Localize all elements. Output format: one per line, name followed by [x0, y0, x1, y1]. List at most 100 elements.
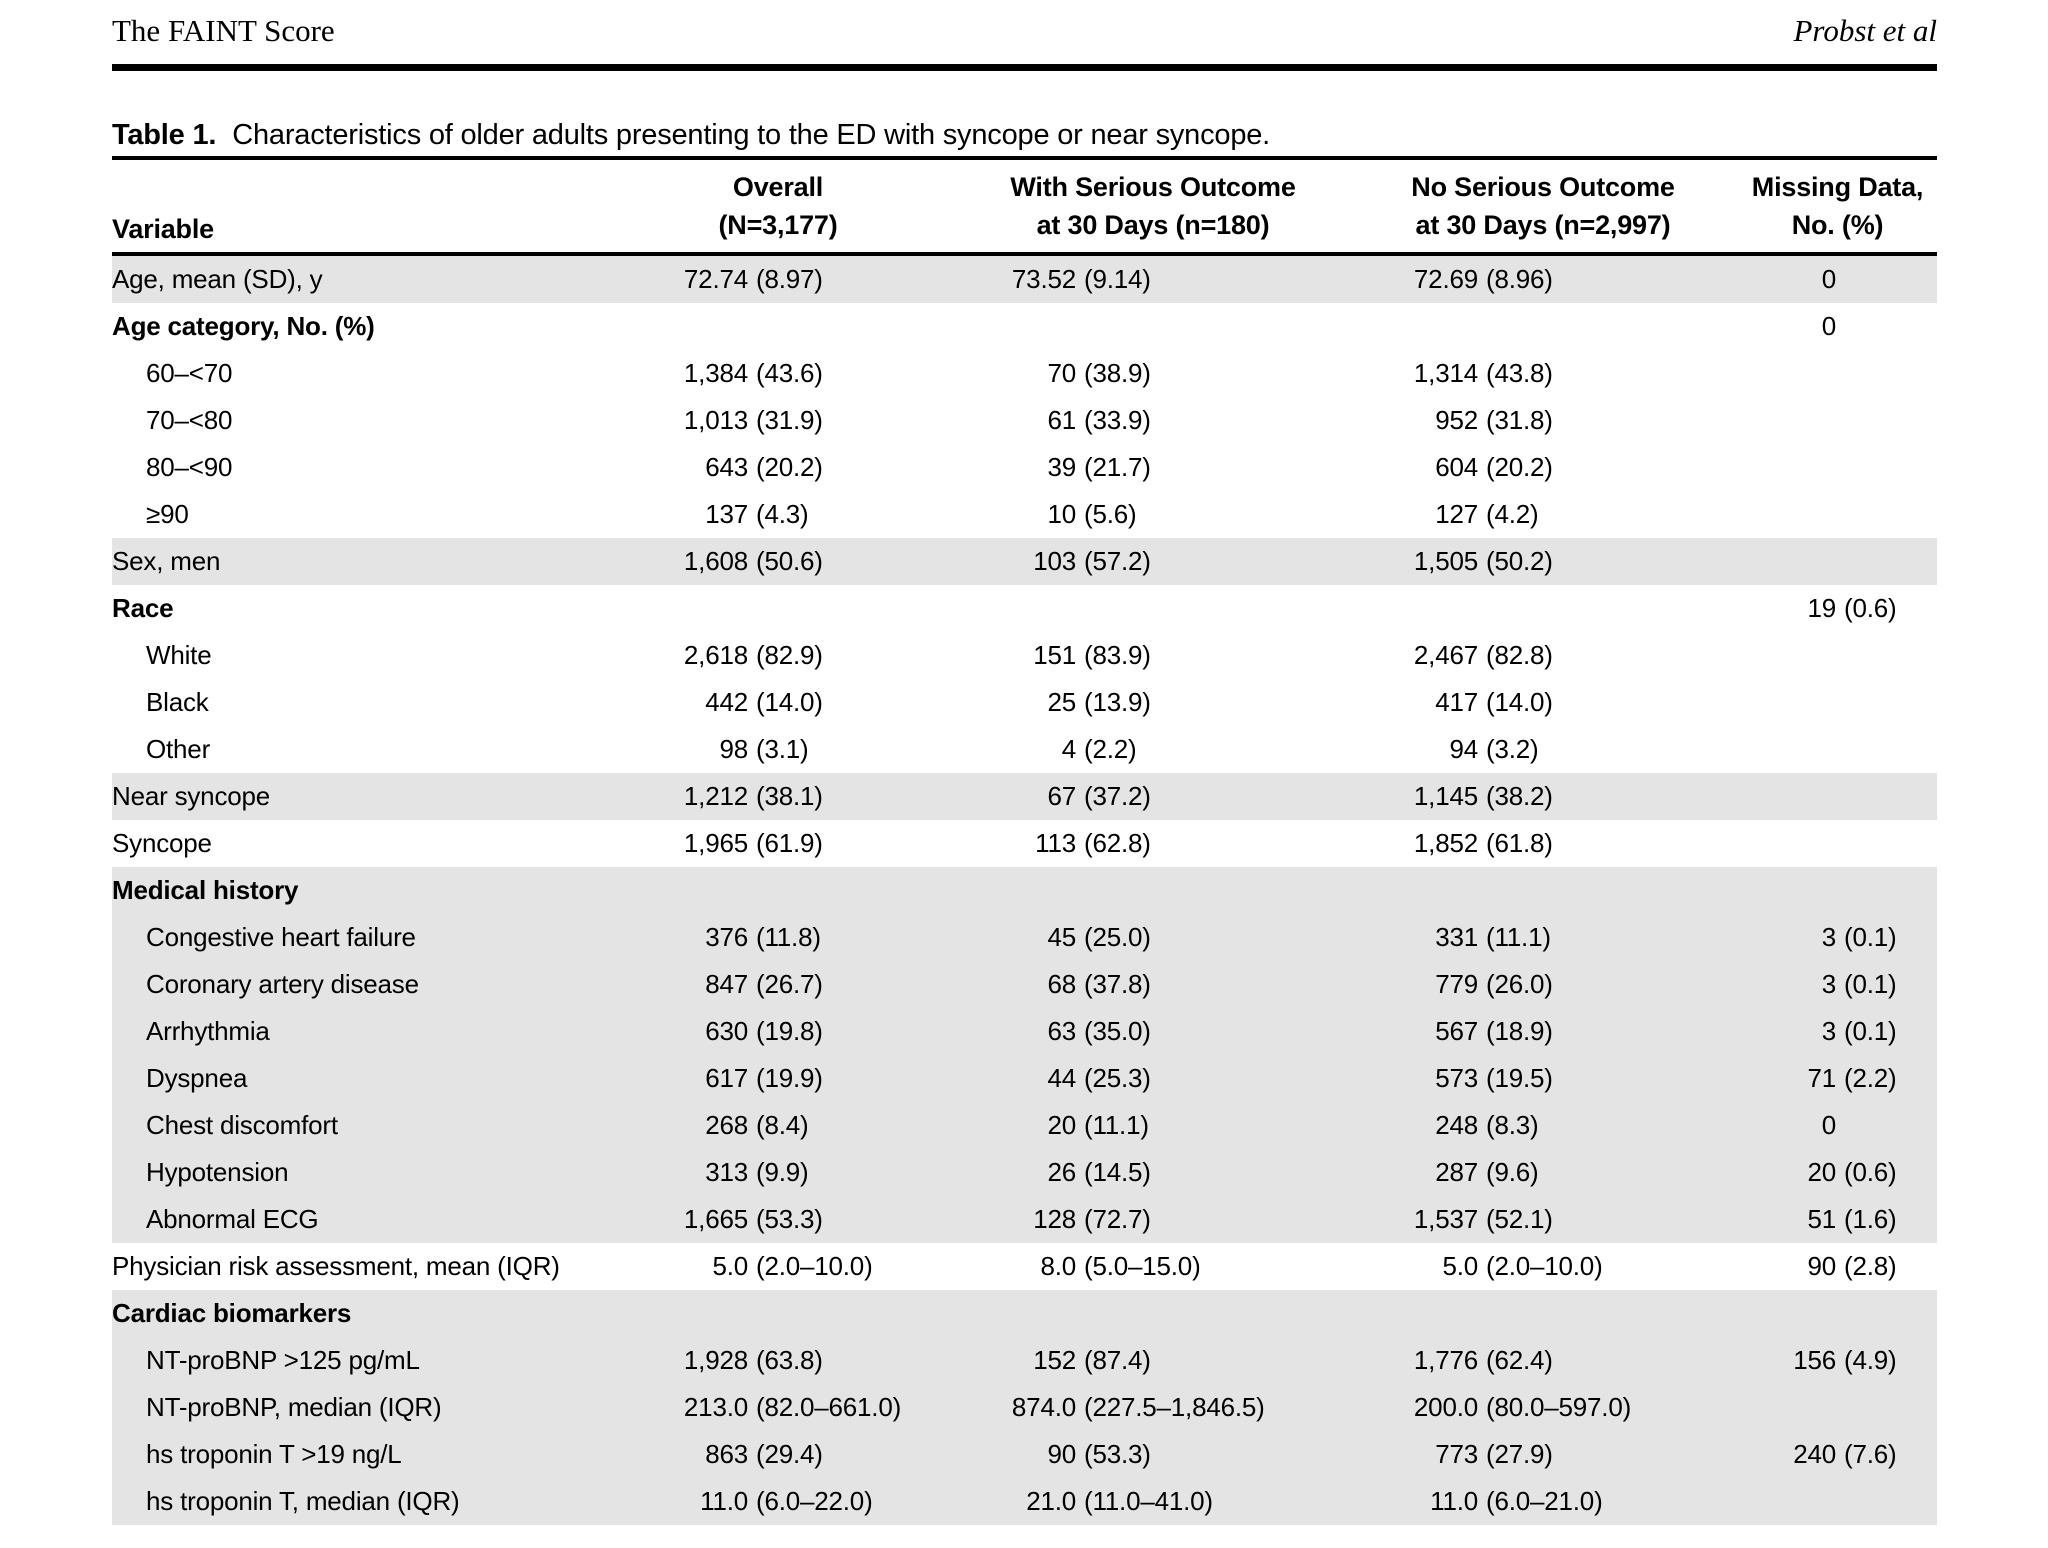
data-cell: 128 (72.7) — [958, 1196, 1348, 1243]
cell-number: 248 — [1435, 1110, 1478, 1140]
data-cell: 630 (19.8) — [598, 1008, 958, 1055]
data-cell: 1,145 (38.2) — [1348, 773, 1738, 820]
cell-number: 1,013 — [683, 405, 748, 435]
data-cell: 8.0 (5.0–15.0) — [958, 1243, 1348, 1290]
cell-parenthetical: (2.0–10.0) — [1486, 1251, 1603, 1281]
cell-number: 779 — [1435, 969, 1478, 999]
data-cell: 68 (37.8) — [958, 961, 1348, 1008]
cell-parenthetical: (11.8) — [756, 922, 821, 952]
data-cell: 200.0 (80.0–597.0) — [1348, 1384, 1738, 1431]
row-label: NT-proBNP, median (IQR) — [146, 1392, 442, 1422]
cell-number: 72.74 — [683, 264, 748, 294]
cell-parenthetical: (6.0–22.0) — [756, 1486, 873, 1516]
data-cell: 268 (8.4) — [598, 1102, 958, 1149]
row-label: hs troponin T >19 ng/L — [146, 1439, 402, 1469]
cell-parenthetical: (14.0) — [756, 687, 823, 717]
data-cell: 156 (4.9) — [1738, 1337, 1937, 1384]
data-cell: 567 (18.9) — [1348, 1008, 1738, 1055]
cell-parenthetical: (6.0–21.0) — [1486, 1486, 1603, 1516]
table-row: Medical history — [112, 867, 1937, 914]
page-content: The FAINT Score Probst et al Table 1. Cha… — [112, 0, 1937, 1525]
cell-number: 952 — [1435, 405, 1478, 435]
cell-parenthetical: (35.0) — [1084, 1016, 1151, 1046]
data-cell: 90 (2.8) — [1738, 1243, 1937, 1290]
cell-number: 287 — [1435, 1157, 1478, 1187]
data-cell — [958, 585, 1348, 632]
cell-number: 1,314 — [1413, 358, 1478, 388]
cell-parenthetical: (53.3) — [756, 1204, 823, 1234]
cell-number: 200.0 — [1413, 1392, 1478, 1422]
data-cell — [598, 867, 958, 914]
cell-parenthetical: (227.5–1,846.5) — [1084, 1392, 1265, 1422]
data-cell: 847 (26.7) — [598, 961, 958, 1008]
cell-parenthetical: (38.1) — [756, 781, 823, 811]
cell-parenthetical: (2.8) — [1844, 1251, 1897, 1281]
column-header-serious-outcome-line1: With Serious Outcome — [1010, 172, 1296, 202]
cell-number: 19 — [1807, 593, 1836, 623]
data-cell: 26 (14.5) — [958, 1149, 1348, 1196]
data-cell: 3 (0.1) — [1738, 961, 1937, 1008]
cell-number: 5.0 — [1442, 1251, 1478, 1281]
table-row: hs troponin T, median (IQR) 11.0 (6.0–22.0… — [112, 1478, 1937, 1525]
cell-number: 20 — [1807, 1157, 1836, 1187]
table-row: ≥90 137 (4.3) 10 (5.6) 127 (4.2) — [112, 491, 1937, 538]
cell-parenthetical: (11.1) — [1486, 922, 1551, 952]
table-row: 80–<90 643 (20.2) 39 (21.7) 604 (20.2) — [112, 444, 1937, 491]
data-cell — [1738, 538, 1937, 585]
data-cell — [1738, 1478, 1937, 1525]
cell-parenthetical: (27.9) — [1486, 1439, 1553, 1469]
cell-number: 39 — [1047, 452, 1076, 482]
cell-number: 151 — [1033, 640, 1076, 670]
data-cell: 0 — [1738, 1102, 1937, 1149]
cell-parenthetical: (26.7) — [756, 969, 823, 999]
running-head: The FAINT Score Probst et al — [112, 12, 1937, 50]
data-cell — [1738, 867, 1937, 914]
row-label: Sex, men — [112, 546, 221, 576]
row-label: ≥90 — [146, 499, 189, 529]
cell-parenthetical: (43.8) — [1486, 358, 1553, 388]
cell-number: 137 — [705, 499, 748, 529]
cell-number: 152 — [1033, 1345, 1076, 1375]
cell-parenthetical: (11.0–41.0) — [1084, 1486, 1213, 1516]
data-cell: 5.0 (2.0–10.0) — [598, 1243, 958, 1290]
cell-number: 331 — [1435, 922, 1478, 952]
data-cell: 94 (3.2) — [1348, 726, 1738, 773]
data-cell: 137 (4.3) — [598, 491, 958, 538]
running-head-rule — [112, 64, 1937, 71]
cell-parenthetical: (14.5) — [1084, 1157, 1151, 1187]
row-label: Black — [146, 687, 209, 717]
cell-parenthetical: (87.4) — [1084, 1345, 1151, 1375]
data-cell: 1,212 (38.1) — [598, 773, 958, 820]
cell-parenthetical: (63.8) — [756, 1345, 823, 1375]
cell-parenthetical: (62.4) — [1486, 1345, 1553, 1375]
column-header-overall-line2: (N=3,177) — [718, 210, 838, 240]
running-head-authors: Probst et al — [1793, 13, 1937, 48]
cell-parenthetical: (38.2) — [1486, 781, 1553, 811]
table-body: Age, mean (SD), y 72.74 (8.97) 73.52 (9.14) 7… — [112, 254, 1937, 1525]
cell-parenthetical: (82.0–661.0) — [756, 1392, 902, 1422]
cell-parenthetical: (72.7) — [1084, 1204, 1151, 1234]
column-header-missing-data: Missing Data, No. (%) — [1738, 156, 1937, 256]
data-cell — [598, 585, 958, 632]
cell-number: 10 — [1047, 499, 1076, 529]
row-label: Syncope — [112, 828, 212, 858]
data-cell: 573 (19.5) — [1348, 1055, 1738, 1102]
cell-number: 128 — [1033, 1204, 1076, 1234]
cell-parenthetical: (37.8) — [1084, 969, 1151, 999]
cell-parenthetical: (5.6) — [1084, 499, 1137, 529]
table-row: Cardiac biomarkers — [112, 1290, 1937, 1337]
table-row: Hypotension 313 (9.9) 26 (14.5) 287 (9.6) 20 (0.… — [112, 1149, 1937, 1196]
row-label: Chest discomfort — [146, 1110, 338, 1140]
cell-parenthetical: (18.9) — [1486, 1016, 1553, 1046]
cell-parenthetical: (13.9) — [1084, 687, 1151, 717]
cell-number: 5.0 — [712, 1251, 748, 1281]
data-cell — [1738, 350, 1937, 397]
data-cell: 71 (2.2) — [1738, 1055, 1937, 1102]
cell-parenthetical: (2.2) — [1844, 1063, 1897, 1093]
cell-number: 51 — [1807, 1204, 1836, 1234]
cell-parenthetical: (0.6) — [1844, 1157, 1897, 1187]
data-cell — [1738, 444, 1937, 491]
data-cell: 1,852 (61.8) — [1348, 820, 1738, 867]
data-cell — [1348, 303, 1738, 350]
cell-number: 604 — [1435, 452, 1478, 482]
